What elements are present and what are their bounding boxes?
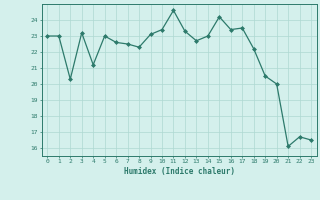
X-axis label: Humidex (Indice chaleur): Humidex (Indice chaleur) xyxy=(124,167,235,176)
